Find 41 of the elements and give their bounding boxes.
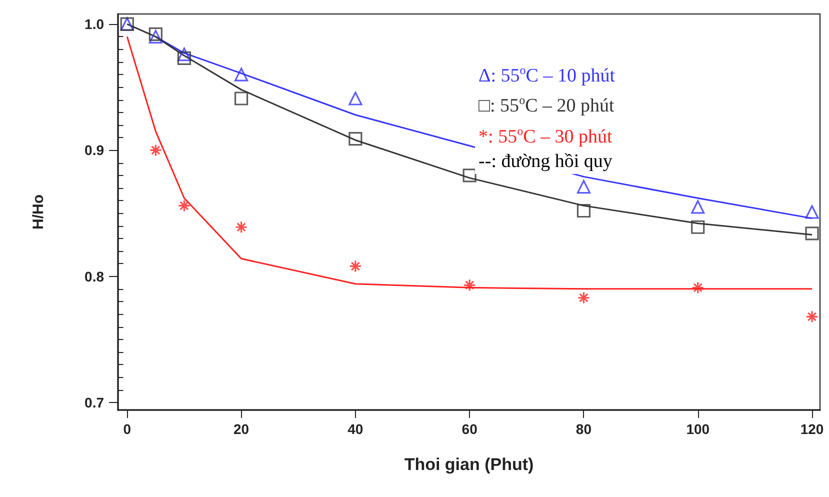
x-tick-label: 100 — [686, 421, 710, 437]
x-tick-label: 60 — [462, 421, 478, 437]
x-tick-label: 40 — [348, 421, 364, 437]
point — [349, 260, 362, 273]
point — [805, 205, 819, 219]
point — [577, 291, 590, 304]
point — [177, 51, 192, 65]
text: Δ: 55$^{o}$C – 10 phút — [478, 62, 615, 88]
y-tick-label: 1.0 — [84, 16, 104, 32]
x-tick-label: 120 — [800, 421, 824, 437]
point — [463, 278, 476, 292]
point — [178, 199, 191, 212]
point — [691, 220, 705, 234]
y-tick-label: 0.7 — [84, 394, 104, 410]
y-tick-label: 0.8 — [84, 268, 104, 284]
x-tick-label: 0 — [123, 421, 132, 437]
y-axis-title: H/Ho — [30, 194, 47, 230]
point — [148, 30, 162, 44]
point — [148, 27, 162, 41]
point — [177, 48, 192, 62]
text: *: 55$^{o}$C – 30 phút — [478, 122, 614, 149]
x-tick-label: 80 — [576, 421, 592, 437]
line-series — [126, 36, 813, 290]
point — [234, 220, 248, 234]
x-axis-title: Thoi gian (Phut) — [404, 455, 534, 474]
point — [691, 200, 705, 214]
point — [805, 226, 819, 240]
point — [576, 204, 591, 218]
point — [234, 68, 248, 82]
x-tick-label: 20 — [233, 421, 250, 437]
point — [348, 92, 362, 106]
point — [348, 132, 362, 146]
annotation: --: đường hồi quy — [478, 150, 614, 174]
point — [234, 92, 248, 106]
point — [692, 281, 704, 294]
y-tick-label: 0.9 — [84, 142, 104, 158]
point — [576, 180, 591, 194]
point — [806, 310, 818, 323]
point — [462, 168, 476, 182]
point — [149, 144, 162, 157]
text: □: 55$^{o}$C – 20 phút — [478, 92, 615, 119]
